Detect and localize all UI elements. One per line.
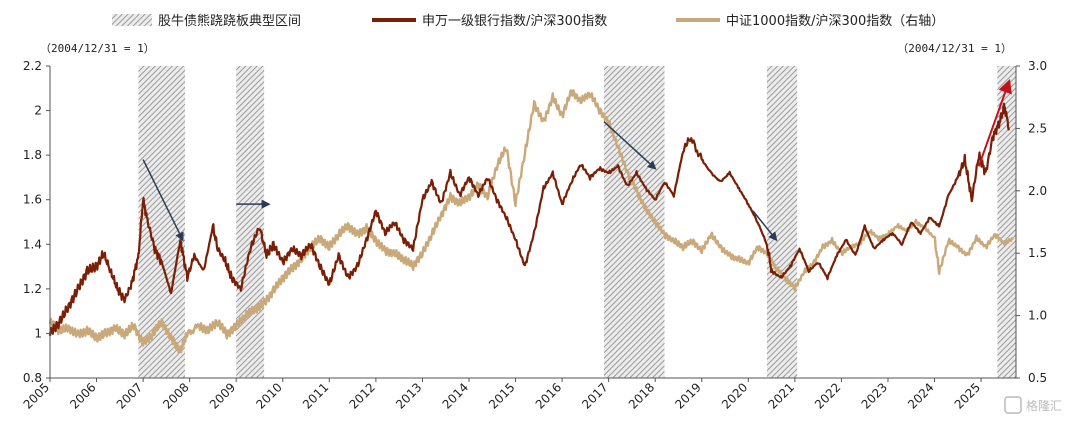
shaded-period-1 — [236, 66, 265, 378]
y-left-tick-label: 1.4 — [23, 237, 42, 251]
x-tick-label: 2019 — [672, 380, 703, 411]
shaded-period-4 — [997, 66, 1016, 378]
watermark: 格隆汇 — [1004, 396, 1062, 414]
x-tick-label: 2008 — [160, 380, 191, 411]
x-tick-label: 2025 — [952, 380, 983, 411]
legend-label-csi1000: 中证1000指数/沪深300指数（右轴） — [726, 13, 944, 29]
x-tick-label: 2024 — [905, 380, 936, 411]
annotation-arrow-3 — [752, 210, 778, 242]
y-right-tick-label: 3.0 — [1028, 59, 1047, 73]
y-left-tick-label: 1 — [34, 326, 42, 340]
x-tick-label: 2017 — [579, 380, 610, 411]
x-tick-label: 2018 — [626, 380, 657, 411]
right-axis-note: （2004/12/31 = 1） — [897, 42, 1012, 55]
x-tick-label: 2022 — [812, 380, 843, 411]
x-tick-label: 2015 — [486, 380, 517, 411]
annotation-arrow-4 — [977, 78, 1012, 167]
y-right-tick-label: 0.5 — [1028, 371, 1047, 385]
shaded-period-0 — [138, 66, 186, 378]
series-line-bank — [48, 102, 1011, 337]
annotation-arrow-2 — [603, 121, 657, 170]
x-tick-label: 2007 — [114, 380, 145, 411]
y-left-tick-label: 2 — [34, 104, 42, 118]
series-line-csi1000 — [48, 89, 1014, 354]
watermark-text: 格隆汇 — [1026, 398, 1062, 413]
legend-label-bank: 申万一级银行指数/沪深300指数 — [422, 13, 607, 29]
annotation-arrow-0 — [142, 159, 184, 242]
annotation-layer — [142, 78, 1012, 242]
x-tick-label: 2016 — [533, 380, 564, 411]
y-left-tick-label: 0.8 — [23, 371, 42, 385]
y-right-tick-label: 1.5 — [1028, 246, 1047, 260]
x-tick-label: 2011 — [300, 380, 331, 411]
y-left-tick-label: 2.2 — [23, 59, 42, 73]
legend: 股牛债熊跷跷板典型区间 申万一级银行指数/沪深300指数 中证1000指数/沪深… — [112, 13, 944, 29]
x-tick-label: 2014 — [440, 380, 471, 411]
x-tick-label: 2023 — [859, 380, 890, 411]
x-tick-label: 2020 — [719, 380, 750, 411]
x-tick-label: 2006 — [67, 380, 98, 411]
shading-layer — [138, 66, 1016, 378]
x-tick-label: 2010 — [253, 380, 284, 411]
x-tick-label: 2021 — [765, 380, 796, 411]
y-left-tick-label: 1.2 — [23, 282, 42, 296]
x-tick-label: 2009 — [207, 380, 238, 411]
shaded-period-3 — [766, 66, 798, 378]
watermark-logo-icon — [1004, 396, 1022, 414]
y-right-tick-label: 1.0 — [1028, 309, 1047, 323]
y-right-tick-label: 2.0 — [1028, 184, 1047, 198]
left-axis-note: （2004/12/31 = 1） — [40, 42, 155, 55]
legend-swatch-shading — [112, 14, 152, 26]
x-tick-label: 2012 — [347, 380, 378, 411]
legend-label-shading: 股牛债熊跷跷板典型区间 — [158, 13, 301, 29]
y-left-tick-label: 1.6 — [23, 193, 42, 207]
x-tick-label: 2013 — [393, 380, 424, 411]
y-right-tick-label: 2.5 — [1028, 121, 1047, 135]
series-layer — [48, 89, 1014, 354]
y-left-tick-label: 1.8 — [23, 148, 42, 162]
